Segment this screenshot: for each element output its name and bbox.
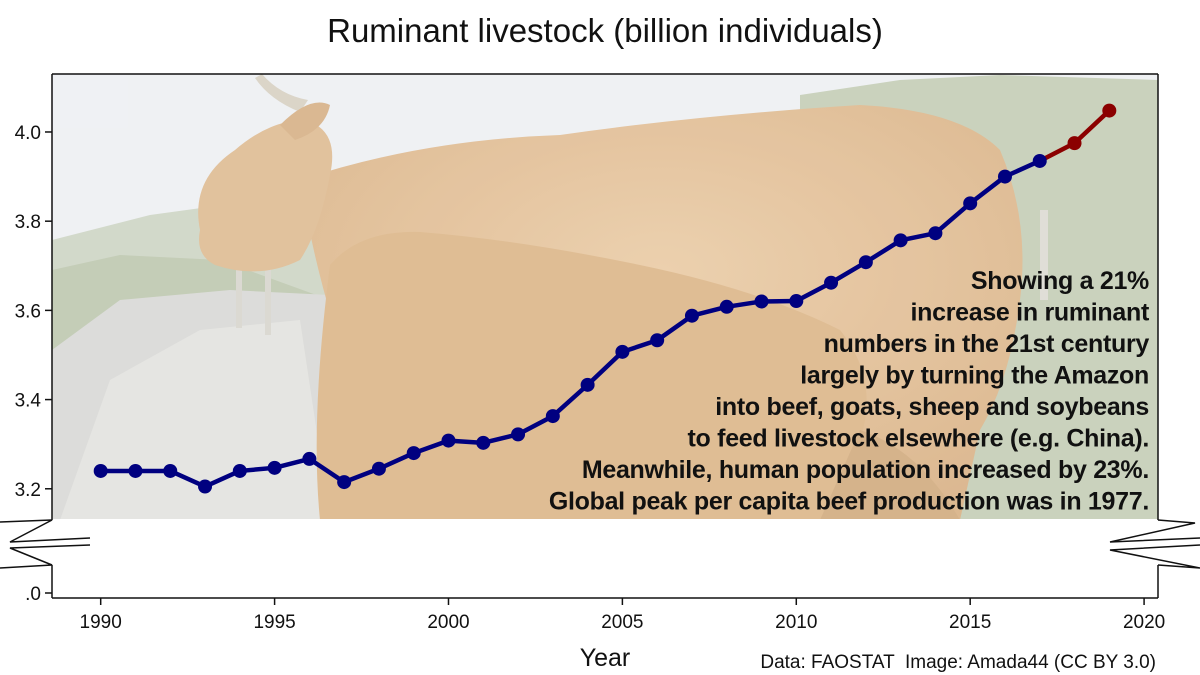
- x-tick-label-3: 2005: [601, 612, 643, 633]
- series-0-point-22: [858, 255, 873, 270]
- series-1-point-2: [1102, 103, 1117, 118]
- series-0-point-14: [580, 377, 595, 392]
- series-0-point-16: [650, 333, 665, 348]
- series-0-point-17: [684, 308, 699, 323]
- series-0-point-25: [963, 196, 978, 211]
- series-0-point-4: [232, 463, 247, 478]
- x-axis: 1990 1995 2000 2005 2010 2015 2020: [80, 598, 1165, 633]
- series-0-point-18: [719, 299, 734, 314]
- x-tick-label-5: 2015: [949, 612, 991, 633]
- y-tick-label-0: 3.2: [15, 480, 41, 501]
- series-0-point-12: [511, 427, 526, 442]
- y-tick-label-4: 4.0: [15, 123, 41, 144]
- annotation-line-1: increase in ruminant: [910, 299, 1149, 327]
- series-0-point-13: [545, 409, 560, 424]
- series-0-point-5: [267, 460, 282, 475]
- series-0-point-1: [128, 463, 143, 478]
- series-1-point-1: [1067, 136, 1082, 151]
- series-0-point-15: [615, 344, 630, 359]
- x-tick-label-0: 1990: [80, 612, 122, 633]
- y-tick-label-2: 3.6: [15, 301, 41, 322]
- series-0-point-20: [789, 294, 804, 309]
- annotation-line-0: Showing a 21%: [971, 267, 1149, 295]
- plot-frame: [51, 73, 1159, 599]
- series-0-point-26: [997, 169, 1012, 184]
- x-tick-label-2: 2000: [427, 612, 469, 633]
- series-0-point-10: [441, 433, 456, 448]
- y-axis: 3.2 3.4 3.6 3.8 4.0 .0: [15, 123, 52, 605]
- series-0-point-21: [824, 275, 839, 290]
- x-tick-label-6: 2020: [1123, 612, 1165, 633]
- series-0-line: [100, 158, 1041, 489]
- series-0-point-23: [893, 233, 908, 248]
- series-0-point-11: [476, 435, 491, 450]
- x-axis-title: Year: [580, 644, 631, 672]
- series-0-point-8: [371, 461, 386, 476]
- chart-title: Ruminant livestock (billion individuals): [327, 12, 883, 49]
- series-0-point-3: [198, 479, 213, 494]
- series-group: [93, 103, 1117, 494]
- series-0-point-7: [337, 475, 352, 490]
- annotation-line-3: largely by turning the Amazon: [800, 362, 1149, 390]
- series-0-point-6: [302, 451, 317, 466]
- y-tick-label-baseline: .0: [25, 584, 41, 605]
- series-0-point-27: [1032, 153, 1047, 168]
- cow-photo-icon: [52, 74, 1158, 520]
- series-0-point-0: [93, 463, 108, 478]
- series-0-point-2: [163, 463, 178, 478]
- series-0-point-19: [754, 294, 769, 309]
- annotation-line-6: Meanwhile, human population increased by…: [582, 456, 1149, 484]
- axis-break-right-icon: [1109, 519, 1200, 569]
- y-tick-label-1: 3.4: [15, 391, 42, 412]
- series-0-point-9: [406, 446, 421, 461]
- annotation-line-4: into beef, goats, sheep and soybeans: [715, 393, 1149, 421]
- y-tick-label-3: 3.8: [15, 212, 41, 233]
- x-tick-label-1: 1995: [253, 612, 295, 633]
- series-0-point-24: [928, 226, 943, 241]
- credits: Data: FAOSTAT Image: Amada44 (CC BY 3.0): [760, 652, 1156, 673]
- axis-break-left-icon: [0, 519, 91, 569]
- annotation-line-2: numbers in the 21st century: [824, 330, 1150, 358]
- x-tick-label-4: 2010: [775, 612, 817, 633]
- annotation-line-7: Global peak per capita beef production w…: [549, 488, 1149, 516]
- annotation-text: Showing a 21% increase in ruminant numbers…: [549, 267, 1150, 516]
- annotation-line-5: to feed livestock elsewhere (e.g. China)…: [688, 425, 1149, 453]
